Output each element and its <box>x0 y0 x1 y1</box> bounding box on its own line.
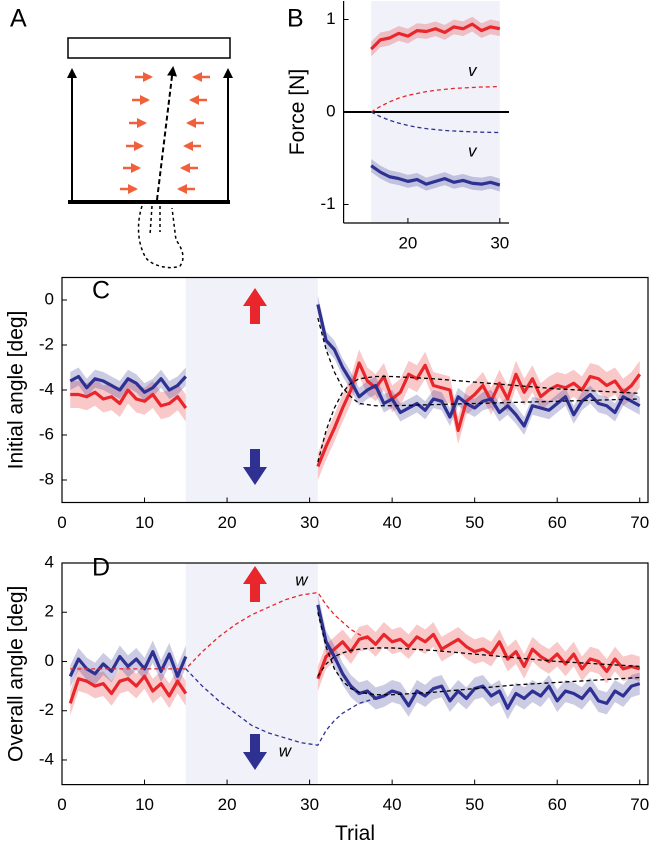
y-tick-label: -2 <box>39 334 54 353</box>
y-tick-label: 0 <box>326 101 335 120</box>
y-tick-label: -6 <box>39 424 54 443</box>
x-tick-label: 70 <box>630 795 649 814</box>
x-tick-label: 30 <box>490 233 509 252</box>
y-tick-label: -4 <box>39 749 54 768</box>
curve-label: w <box>295 570 309 589</box>
y-axis-label: Force [N] <box>286 69 309 155</box>
y-tick-label: -8 <box>39 469 54 488</box>
condition-arrows <box>243 288 267 770</box>
x-tick-label: 10 <box>135 795 154 814</box>
y-tick-label: 2 <box>45 602 54 621</box>
x-tick-label: 60 <box>548 513 567 532</box>
x-axis-label: Trial <box>335 822 375 845</box>
down-arrow <box>243 734 267 770</box>
x-tick-label: 10 <box>135 513 154 532</box>
x-tick-label: 30 <box>300 795 319 814</box>
y-axis-label: Overall angle [deg] <box>5 586 28 762</box>
data-line <box>70 361 642 468</box>
hand <box>137 205 184 269</box>
data-line <box>370 22 501 51</box>
y-tick-label: 0 <box>45 289 54 308</box>
dashed-line <box>317 317 640 407</box>
up-arrow <box>243 288 267 324</box>
data-line <box>370 164 501 187</box>
y-tick-label: -4 <box>39 379 54 398</box>
dashed-line <box>70 591 376 670</box>
y-tick-label: -2 <box>39 700 54 719</box>
panel-label: A <box>10 5 27 33</box>
y-tick-label: 4 <box>45 552 54 571</box>
y-tick-label: 1 <box>326 9 335 28</box>
dashed-line <box>185 668 376 746</box>
data-line <box>69 304 641 428</box>
x-tick-label: 70 <box>630 513 649 532</box>
x-tick-label: 50 <box>465 795 484 814</box>
x-tick-label: 50 <box>465 513 484 532</box>
dashed-line <box>317 375 640 463</box>
panel-label: C <box>92 277 110 305</box>
panel-label: B <box>287 5 304 33</box>
error-band <box>70 349 640 480</box>
y-tick-label: -1 <box>320 194 335 213</box>
down-arrow <box>243 449 267 485</box>
y-tick-label: 0 <box>45 651 54 670</box>
error-band <box>70 295 640 435</box>
x-tick-label: 20 <box>218 795 237 814</box>
force-arrows <box>120 72 210 194</box>
x-tick-label: 20 <box>398 233 417 252</box>
y-axis-label: Initial angle [deg] <box>5 311 28 470</box>
x-tick-label: 20 <box>218 513 237 532</box>
dashed-line <box>370 85 500 113</box>
x-tick-label: 40 <box>383 513 402 532</box>
curve-label: w <box>279 741 293 760</box>
x-tick-label: 30 <box>300 513 319 532</box>
x-tick-label: 0 <box>57 795 66 814</box>
up-arrow <box>243 566 267 602</box>
x-tick-label: 0 <box>57 513 66 532</box>
dashed-line <box>370 111 500 134</box>
axes-box <box>61 562 649 786</box>
curve-label: v <box>468 61 478 80</box>
movement-path <box>156 66 178 201</box>
task-diagram <box>67 37 233 269</box>
curve-label: v <box>468 141 478 160</box>
x-tick-label: 60 <box>548 795 567 814</box>
x-tick-label: 40 <box>383 795 402 814</box>
target-bar <box>67 37 231 59</box>
error-band <box>70 593 640 720</box>
panel-label: D <box>92 554 110 582</box>
